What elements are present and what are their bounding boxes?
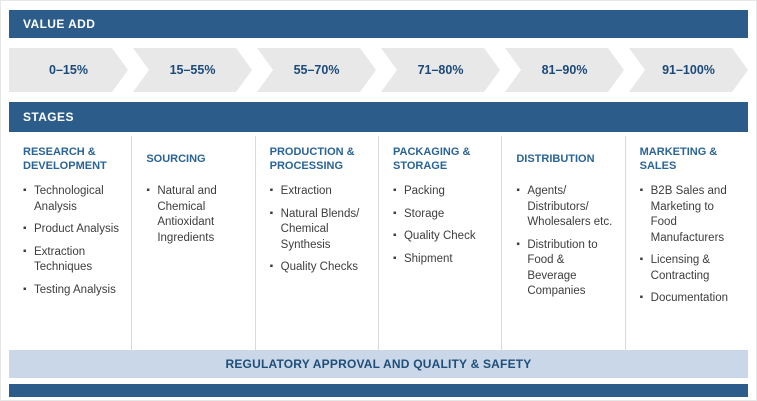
value-range-label: 71–80%: [417, 63, 464, 77]
stage-column-research-development: RESEARCH & DEVELOPMENT Technological Ana…: [9, 136, 131, 350]
stage-item-list: Technological Analysis Product Analysis …: [23, 184, 123, 298]
stages-bar: STAGES: [9, 102, 748, 132]
value-range-label: 15–55%: [169, 63, 216, 77]
stage-item: Packing: [393, 184, 493, 200]
bottom-accent-strip: [9, 384, 748, 397]
stages-columns: RESEARCH & DEVELOPMENT Technological Ana…: [9, 136, 748, 350]
stage-item: Extraction: [270, 184, 370, 200]
value-range-label: 0–15%: [49, 63, 88, 77]
stage-item: Distribution to Food & Beverage Companie…: [516, 238, 616, 300]
regulatory-approval-bar: REGULATORY APPROVAL AND QUALITY & SAFETY: [9, 350, 748, 378]
stage-item: Agents/ Distributors/ Wholesalers etc.: [516, 184, 616, 231]
stage-item: Shipment: [393, 252, 493, 268]
stage-item: Quality Check: [393, 229, 493, 245]
stage-item-list: Packing Storage Quality Check Shipment: [393, 184, 493, 267]
value-add-chevron-row: 0–15% 15–55% 55–70% 71–80% 81–90% 91–100…: [9, 48, 748, 92]
value-range-chevron: 81–90%: [505, 48, 624, 92]
stages-title: STAGES: [23, 110, 74, 124]
stage-item: Product Analysis: [23, 222, 123, 238]
stage-column-production-processing: PRODUCTION & PROCESSING Extraction Natur…: [254, 136, 378, 350]
value-range-chevron: 71–80%: [381, 48, 500, 92]
stage-item: Quality Checks: [270, 260, 370, 276]
value-range-chevron: 15–55%: [133, 48, 252, 92]
value-add-bar: VALUE ADD: [9, 10, 748, 38]
stage-column-header: SOURCING: [146, 152, 206, 165]
stage-item-list: Agents/ Distributors/ Wholesalers etc. D…: [516, 184, 616, 300]
stage-item: Licensing & Contracting: [640, 253, 740, 284]
stage-column-header: PACKAGING & STORAGE: [392, 145, 471, 172]
stage-column-marketing-sales: MARKETING & SALES B2B Sales and Marketin…: [624, 136, 748, 350]
stage-column-header: PRODUCTION & PROCESSING: [269, 145, 355, 172]
stage-item: Natural Blends/ Chemical Synthesis: [270, 207, 370, 254]
stage-item-list: Natural and Chemical Antioxidant Ingredi…: [146, 184, 246, 246]
stage-item: Natural and Chemical Antioxidant Ingredi…: [146, 184, 246, 246]
stage-item: Storage: [393, 207, 493, 223]
value-range-chevron: 0–15%: [9, 48, 128, 92]
value-range-chevron: 55–70%: [257, 48, 376, 92]
value-add-title: VALUE ADD: [23, 17, 96, 31]
regulatory-approval-label: REGULATORY APPROVAL AND QUALITY & SAFETY: [225, 357, 532, 371]
stage-column-header: MARKETING & SALES: [639, 145, 718, 172]
stage-column-header: RESEARCH & DEVELOPMENT: [23, 145, 107, 172]
value-range-label: 81–90%: [541, 63, 588, 77]
stage-column-sourcing: SOURCING Natural and Chemical Antioxidan…: [131, 136, 254, 350]
stage-item: Testing Analysis: [23, 283, 123, 299]
stage-item: Documentation: [640, 291, 740, 307]
stage-column-header: DISTRIBUTION: [516, 152, 595, 165]
stage-column-packaging-storage: PACKAGING & STORAGE Packing Storage Qual…: [377, 136, 501, 350]
value-range-label: 55–70%: [293, 63, 340, 77]
stage-item: B2B Sales and Marketing to Food Manufact…: [640, 184, 740, 246]
stage-item-list: Extraction Natural Blends/ Chemical Synt…: [270, 184, 370, 276]
stage-item: Technological Analysis: [23, 184, 123, 215]
value-range-chevron: 91–100%: [629, 48, 748, 92]
value-range-label: 91–100%: [662, 63, 715, 77]
stage-item-list: B2B Sales and Marketing to Food Manufact…: [640, 184, 740, 307]
stage-item: Extraction Techniques: [23, 245, 123, 276]
stage-column-distribution: DISTRIBUTION Agents/ Distributors/ Whole…: [501, 136, 624, 350]
